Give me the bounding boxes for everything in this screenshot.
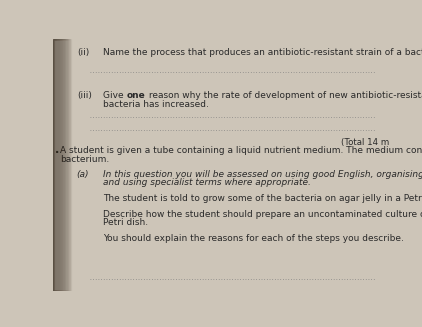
Bar <box>53 39 58 291</box>
Bar <box>53 39 70 291</box>
Bar <box>53 39 67 291</box>
Bar <box>53 39 64 291</box>
Bar <box>53 39 69 291</box>
Text: bacterium.: bacterium. <box>60 155 109 164</box>
Text: Describe how the student should prepare an uncontaminated culture of the bacteri: Describe how the student should prepare … <box>103 210 422 219</box>
Text: .: . <box>54 145 59 155</box>
Text: (ii): (ii) <box>77 48 89 57</box>
Bar <box>53 39 71 291</box>
Text: The student is told to grow some of the bacteria on agar jelly in a Petri dish.: The student is told to grow some of the … <box>103 194 422 203</box>
Text: bacteria has increased.: bacteria has increased. <box>103 100 209 109</box>
Text: and using specialist terms where appropriate.: and using specialist terms where appropr… <box>103 179 311 187</box>
Bar <box>53 39 68 291</box>
Bar <box>53 39 59 291</box>
Text: one: one <box>127 91 146 100</box>
Text: reason why the rate of development of new antibiotic-resistant strains of: reason why the rate of development of ne… <box>146 91 422 100</box>
Text: A student is given a tube containing a liquid nutrient medium. The medium contai: A student is given a tube containing a l… <box>60 146 422 155</box>
Bar <box>53 39 66 291</box>
Bar <box>53 39 57 291</box>
Bar <box>53 39 57 291</box>
Bar <box>53 39 60 291</box>
Text: You should explain the reasons for each of the steps you describe.: You should explain the reasons for each … <box>103 233 404 243</box>
Bar <box>53 39 54 291</box>
Bar <box>53 39 60 291</box>
Text: In this question you will be assessed on using good English, organising informat: In this question you will be assessed on… <box>103 170 422 179</box>
Bar <box>53 39 61 291</box>
Text: Petri dish.: Petri dish. <box>103 218 149 227</box>
Bar <box>53 39 68 291</box>
Bar <box>53 39 56 291</box>
Bar <box>53 39 62 291</box>
Bar <box>53 39 65 291</box>
Text: Name the process that produces an antibiotic-resistant strain of a bacterium.: Name the process that produces an antibi… <box>103 48 422 57</box>
Text: Give: Give <box>103 91 127 100</box>
Bar <box>53 39 65 291</box>
Text: (Total 14 m: (Total 14 m <box>341 138 389 147</box>
Bar <box>53 39 55 291</box>
Bar <box>53 39 60 291</box>
Bar <box>53 39 67 291</box>
Bar <box>53 39 64 291</box>
Text: (iii): (iii) <box>77 91 92 100</box>
Bar <box>53 39 63 291</box>
Bar <box>53 39 54 291</box>
Text: (a): (a) <box>76 170 89 179</box>
Bar <box>53 39 62 291</box>
Bar <box>53 39 70 291</box>
Bar <box>53 39 57 291</box>
